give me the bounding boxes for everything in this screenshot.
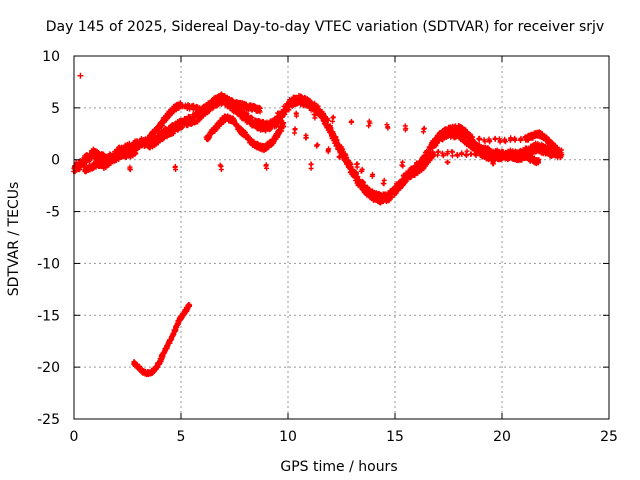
data-point <box>334 140 340 146</box>
data-point <box>263 162 269 168</box>
data-point <box>330 114 336 120</box>
chart-title: Day 145 of 2025, Sidereal Day-to-day VTE… <box>46 19 604 35</box>
data-point <box>559 152 565 158</box>
data-point <box>400 163 406 169</box>
data-point <box>477 135 483 141</box>
data-point <box>180 124 186 130</box>
data-point <box>280 120 286 126</box>
data-point <box>381 181 387 187</box>
x-tick-label: 0 <box>70 429 79 445</box>
y-tick-label: 0 <box>51 153 60 169</box>
data-point <box>481 137 487 143</box>
y-tick-label: -25 <box>37 412 60 428</box>
y-tick-label: 10 <box>42 49 60 65</box>
data-point <box>302 94 308 100</box>
data-point <box>257 108 263 114</box>
data-point <box>275 110 281 116</box>
data-point <box>354 161 360 167</box>
x-tick-label: 10 <box>279 429 297 445</box>
data-point <box>385 124 391 130</box>
data-point <box>303 132 309 138</box>
data-point <box>555 146 561 152</box>
data-point <box>463 152 469 158</box>
data-point <box>348 162 354 168</box>
data-point <box>464 148 470 154</box>
data-point <box>473 153 479 159</box>
x-axis-label: GPS time / hours <box>280 459 397 475</box>
grid-lines <box>74 56 609 419</box>
data-point <box>182 104 188 110</box>
x-tick-label: 20 <box>493 429 511 445</box>
data-point <box>315 103 321 109</box>
data-point <box>366 123 372 129</box>
data-point <box>370 171 376 177</box>
data-point <box>430 150 436 156</box>
y-tick-label: -5 <box>46 205 60 221</box>
data-point <box>359 166 365 172</box>
data-point <box>487 138 493 144</box>
data-point <box>445 151 451 157</box>
data-point <box>497 139 503 145</box>
data-marks <box>71 72 565 378</box>
data-point <box>558 152 564 158</box>
data-point <box>337 154 343 160</box>
data-point <box>308 161 314 167</box>
data-point <box>133 147 139 153</box>
data-point <box>127 166 133 172</box>
data-point <box>161 135 167 141</box>
x-tick-label: 15 <box>386 429 404 445</box>
data-point <box>292 126 298 132</box>
y-tick-label: -10 <box>37 256 60 272</box>
data-point <box>490 161 496 167</box>
data-point <box>403 125 409 131</box>
data-point <box>502 136 508 142</box>
x-tick-label: 5 <box>177 429 186 445</box>
data-point <box>326 146 332 152</box>
data-point <box>445 159 451 165</box>
y-tick-label: 5 <box>51 101 60 117</box>
data-point <box>187 302 193 308</box>
data-point <box>328 126 334 132</box>
data-point <box>348 119 354 125</box>
data-point <box>77 72 84 79</box>
data-point <box>293 113 299 119</box>
data-point <box>439 150 445 156</box>
data-point <box>191 102 197 108</box>
y-tick-label: -20 <box>37 360 60 376</box>
data-point <box>454 152 460 158</box>
data-point <box>440 153 446 159</box>
data-point <box>314 143 320 149</box>
y-tick-label: -15 <box>37 308 60 324</box>
data-point <box>311 112 317 118</box>
data-point <box>471 139 477 145</box>
data-point <box>177 100 183 106</box>
data-point <box>518 135 524 141</box>
data-point <box>77 166 83 172</box>
data-point <box>421 126 427 132</box>
y-axis-label: SDTVAR / TECUs <box>6 182 22 297</box>
data-point <box>535 160 541 166</box>
data-point <box>267 126 273 132</box>
x-tick-label: 25 <box>600 429 618 445</box>
data-point <box>389 194 395 200</box>
data-point <box>172 163 178 169</box>
data-point <box>492 135 498 141</box>
data-point <box>435 152 441 158</box>
data-point <box>312 115 318 121</box>
axis-ticks: 0 5 10 15 20 25 10 5 0 -5 -10 -15 -20 -25 <box>37 49 618 445</box>
data-point <box>468 151 474 157</box>
data-point <box>450 149 455 155</box>
data-point <box>502 139 508 145</box>
data-point <box>366 118 372 124</box>
data-point <box>278 117 284 123</box>
plot-frame <box>73 55 610 420</box>
data-point <box>218 167 224 173</box>
data-point <box>512 136 518 142</box>
